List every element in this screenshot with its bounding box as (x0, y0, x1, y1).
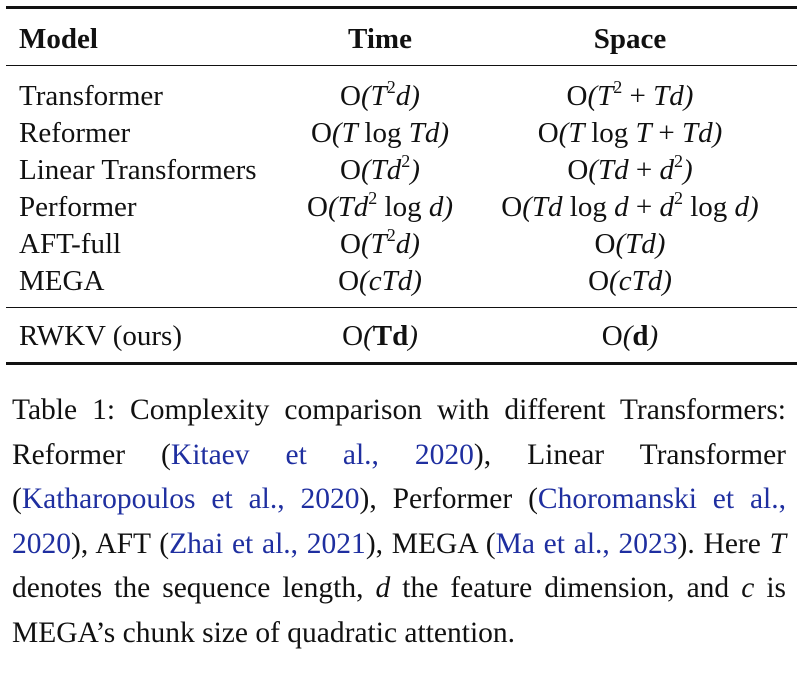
row-model-performer: Performer (19, 191, 137, 223)
row-time-reformer: O(T log Td) (310, 117, 450, 149)
table-bottom-rule (6, 362, 797, 365)
row-time-performer: O(Td2 log d) (307, 188, 453, 223)
variable-d: d (375, 572, 391, 604)
row-space-performer: O(Td log d + d2 log d) (501, 188, 759, 223)
row-space-linear: O(Td + d2) (567, 151, 693, 186)
caption-text: Table 1: Complexity comparison with diff… (12, 394, 786, 471)
row-model-transformer: Transformer (19, 80, 163, 112)
caption-text: denotes the sequence length, (12, 572, 376, 604)
row-model-reformer: Reformer (19, 117, 131, 149)
row-space-reformer: O(T log T + Td) (537, 117, 723, 149)
caption-text: ), MEGA ( (365, 527, 496, 560)
header-time: Time (348, 23, 412, 55)
row-space-mega: O(cTd) (588, 265, 672, 297)
citation-zhai[interactable]: Zhai et al., 2021 (169, 527, 366, 560)
header-rule (6, 65, 797, 67)
row-time-aft: O(T2d) (340, 225, 420, 260)
caption-text: is MEGA’s chunk size of quadratic attent… (12, 572, 787, 649)
variable-T: T (769, 527, 787, 560)
citation-choromanski[interactable]: Choromanski et al., 2020 (12, 483, 786, 560)
row-space-aft: O(Td) (594, 228, 666, 260)
row-model-linear: Linear Transformers (19, 154, 257, 186)
caption-text: ), Performer ( (359, 483, 538, 515)
table-caption: Table 1: Complexity comparison with diff… (12, 388, 786, 655)
caption-text: ), Linear Transformer ( (12, 438, 786, 516)
header-space: Space (593, 23, 667, 55)
table-top-rule (6, 6, 797, 9)
row-space-rwkv: O(d) (601, 320, 659, 352)
row-time-transformer: O(T2d) (340, 77, 420, 112)
variable-c: c (741, 572, 755, 604)
row-space-transformer: O(T2 + Td) (566, 77, 694, 112)
row-time-rwkv: O(Td) (342, 320, 418, 352)
row-time-linear: O(Td2) (340, 151, 420, 186)
caption-text: ). Here (677, 527, 770, 560)
citation-ma[interactable]: Ma et al., 2023 (495, 527, 678, 560)
row-model-aft: AFT-full (19, 228, 122, 260)
ours-separator-rule (6, 307, 797, 309)
header-model: Model (19, 23, 98, 55)
row-model-mega: MEGA (19, 265, 105, 297)
row-time-mega: O(cTd) (338, 265, 422, 297)
row-model-rwkv: RWKV (ours) (19, 320, 182, 352)
citation-katharopoulos[interactable]: Katharopoulos et al., 2020 (21, 483, 360, 515)
citation-kitaev[interactable]: Kitaev et al., 2020 (170, 438, 474, 471)
caption-text: ), AFT ( (71, 527, 170, 560)
caption-text: the feature dimension, and (390, 572, 742, 604)
